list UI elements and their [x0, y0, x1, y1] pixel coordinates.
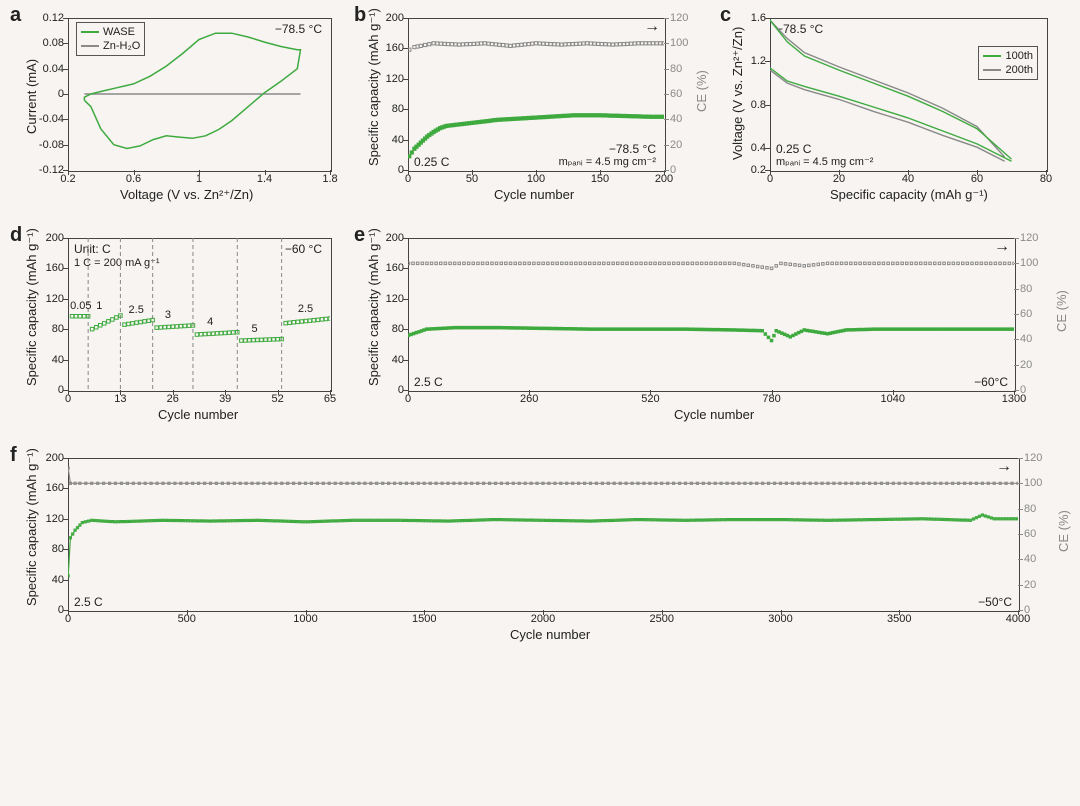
- tick-label: 0: [32, 384, 64, 396]
- panel-a: a Current (mA) Voltage (V vs. Zn²⁺/Zn) −…: [10, 4, 342, 210]
- rate-label: 5: [251, 323, 257, 335]
- tick-label: 80: [1024, 503, 1036, 515]
- tick-label: 80: [670, 63, 682, 75]
- tick-label: 60: [670, 88, 682, 100]
- panel-b-letter: b: [354, 4, 366, 27]
- panel-e: e Specific capacity (mAh g⁻¹) CE (%) Cyc…: [354, 224, 1068, 430]
- panel-f-ylabel-right: CE (%): [1056, 510, 1071, 552]
- tick-label: -0.08: [32, 139, 64, 151]
- rate-label: 4: [207, 316, 213, 328]
- tick-label: 200: [32, 452, 64, 464]
- tick-label: 60: [1024, 528, 1036, 540]
- tick-label: 0.08: [32, 37, 64, 49]
- tick-label: 120: [1024, 452, 1042, 464]
- panel-b-xlabel: Cycle number: [494, 187, 574, 202]
- panel-f-xlabel: Cycle number: [510, 627, 590, 642]
- tick-label: 0.12: [32, 12, 64, 24]
- tick-label: 80: [32, 543, 64, 555]
- panel-d-xlabel: Cycle number: [158, 407, 238, 422]
- tick-label: 100: [1020, 257, 1038, 269]
- tick-label: 1.2: [734, 55, 766, 67]
- tick-label: 80: [1020, 283, 1032, 295]
- rate-label: 2.5: [129, 304, 144, 316]
- tick-label: 0: [32, 604, 64, 616]
- panel-a-xlabel: Voltage (V vs. Zn²⁺/Zn): [120, 187, 253, 203]
- panel-b: b Specific capacity (mAh g⁻¹) CE (%) Cyc…: [354, 4, 708, 210]
- panel-c: c Voltage (V vs. Zn²⁺/Zn) Specific capac…: [720, 4, 1068, 210]
- tick-label: 0: [670, 164, 676, 176]
- tick-label: 0: [1024, 604, 1030, 616]
- rate-label: 0.05: [70, 300, 91, 312]
- tick-label: -0.12: [32, 164, 64, 176]
- tick-label: 40: [32, 354, 64, 366]
- tick-label: 0.2: [734, 164, 766, 176]
- tick-label: 80: [32, 323, 64, 335]
- tick-label: 200: [372, 232, 404, 244]
- panel-a-letter: a: [10, 4, 21, 27]
- figure-root: a Current (mA) Voltage (V vs. Zn²⁺/Zn) −…: [0, 0, 1080, 806]
- tick-label: 20: [670, 139, 682, 151]
- panel-b-ylabel-right: CE (%): [694, 70, 709, 112]
- tick-label: 120: [670, 12, 688, 24]
- rate-label: 2.5: [298, 303, 313, 315]
- rate-label: 1: [96, 300, 102, 312]
- tick-label: 120: [32, 293, 64, 305]
- panel-c-ylabel: Voltage (V vs. Zn²⁺/Zn): [730, 27, 746, 160]
- tick-label: 120: [32, 513, 64, 525]
- tick-label: 40: [372, 354, 404, 366]
- tick-label: 0: [372, 384, 404, 396]
- tick-label: 160: [372, 42, 404, 54]
- panel-f: f Specific capacity (mAh g⁻¹) CE (%) Cyc…: [10, 444, 1068, 650]
- panel-e-xlabel: Cycle number: [674, 407, 754, 422]
- tick-label: 160: [32, 482, 64, 494]
- panel-e-ylabel-right: CE (%): [1054, 290, 1069, 332]
- tick-label: 200: [32, 232, 64, 244]
- tick-label: -0.04: [32, 113, 64, 125]
- panel-c-xlabel: Specific capacity (mAh g⁻¹): [830, 187, 988, 203]
- tick-label: 0.8: [734, 99, 766, 111]
- tick-label: 1.6: [734, 12, 766, 24]
- tick-label: 80: [372, 323, 404, 335]
- tick-label: 0.4: [734, 142, 766, 154]
- tick-label: 160: [32, 262, 64, 274]
- tick-label: 20: [1020, 359, 1032, 371]
- tick-label: 200: [372, 12, 404, 24]
- tick-label: 40: [1020, 333, 1032, 345]
- tick-label: 0.04: [32, 63, 64, 75]
- rate-label: 3: [165, 309, 171, 321]
- tick-label: 40: [32, 574, 64, 586]
- tick-label: 0: [1020, 384, 1026, 396]
- panel-e-letter: e: [354, 224, 365, 247]
- panel-f-letter: f: [10, 444, 17, 467]
- tick-label: 40: [1024, 553, 1036, 565]
- tick-label: 60: [1020, 308, 1032, 320]
- tick-label: 80: [372, 103, 404, 115]
- tick-label: 120: [372, 73, 404, 85]
- tick-label: 120: [372, 293, 404, 305]
- tick-label: 0: [32, 88, 64, 100]
- tick-label: 0: [372, 164, 404, 176]
- tick-label: 40: [670, 113, 682, 125]
- tick-label: 100: [1024, 477, 1042, 489]
- tick-label: 100: [670, 37, 688, 49]
- tick-label: 40: [372, 134, 404, 146]
- tick-label: 20: [1024, 579, 1036, 591]
- tick-label: 120: [1020, 232, 1038, 244]
- panel-d: d Specific capacity (mAh g⁻¹) Cycle numb…: [10, 224, 342, 430]
- tick-label: 160: [372, 262, 404, 274]
- panel-c-letter: c: [720, 4, 731, 27]
- panel-d-letter: d: [10, 224, 22, 247]
